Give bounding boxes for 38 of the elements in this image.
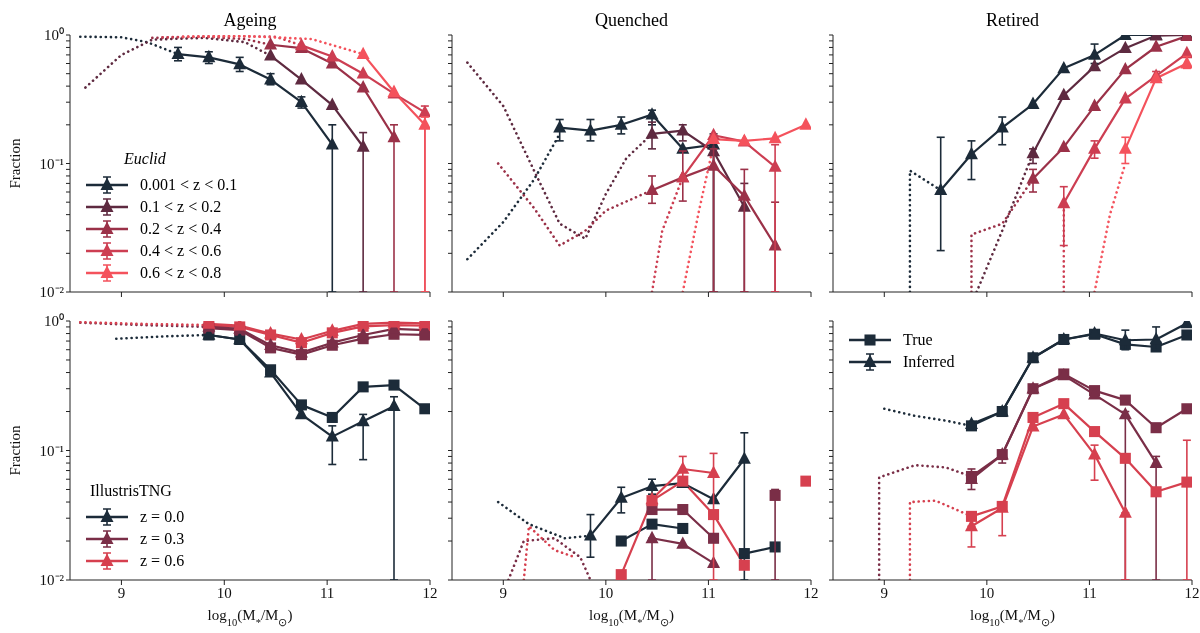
- legend-label: 0.4 < z < 0.6: [140, 241, 222, 261]
- legend-label: z = 0.6: [140, 551, 185, 571]
- x-tick-label: 9: [880, 584, 889, 601]
- y-tick-label: 10⁻²: [39, 572, 65, 589]
- x-tick-label: 11: [1082, 584, 1097, 601]
- legend-label: z = 0.0: [140, 507, 185, 527]
- legend-title: IllustrisTNG: [90, 481, 173, 501]
- x-tick-label: 12: [803, 584, 819, 601]
- legend-label: 0.001 < z < 0.1: [140, 175, 238, 195]
- x-axis-title: log$_{10}$(M$_{*}$/M$_{⊙}$): [970, 607, 1055, 628]
- legend-label: True: [903, 330, 933, 350]
- legend-label: 0.1 < z < 0.2: [140, 197, 222, 217]
- chart-title: Quenched: [594, 10, 669, 31]
- y-tick-label: 10⁻¹: [39, 442, 64, 459]
- legend-label: 0.6 < z < 0.8: [140, 263, 222, 283]
- x-axis-title: log$_{10}$(M$_{*}$/M$_{⊙}$): [589, 607, 674, 628]
- y-tick-label: 10⁰: [44, 27, 64, 44]
- x-tick-label: 10: [598, 584, 614, 601]
- y-tick-label: 10⁻¹: [39, 155, 64, 172]
- y-axis-title: Fraction: [7, 425, 23, 476]
- x-tick-label: 11: [701, 584, 716, 601]
- x-axis-title: log$_{10}$(M$_{*}$/M$_{⊙}$): [207, 607, 293, 628]
- x-tick-label: 9: [499, 584, 508, 601]
- y-axis-title: Fraction: [7, 138, 23, 189]
- x-tick-label: 12: [1184, 584, 1200, 601]
- legend-label: Inferred: [903, 352, 955, 372]
- x-tick-label: 10: [216, 584, 232, 601]
- legend-title: Euclid: [124, 149, 167, 169]
- x-tick-label: 12: [422, 584, 438, 601]
- x-tick-label: 9: [117, 584, 126, 601]
- chart-title: Ageing: [222, 10, 278, 31]
- chart-title: Retired: [985, 10, 1040, 31]
- y-tick-label: 10⁰: [44, 313, 64, 330]
- legend-label: 0.2 < z < 0.4: [140, 219, 222, 239]
- x-tick-label: 10: [979, 584, 995, 601]
- x-tick-label: 11: [319, 584, 335, 601]
- y-tick-label: 10⁻²: [39, 284, 65, 301]
- legend-label: z = 0.3: [140, 529, 185, 549]
